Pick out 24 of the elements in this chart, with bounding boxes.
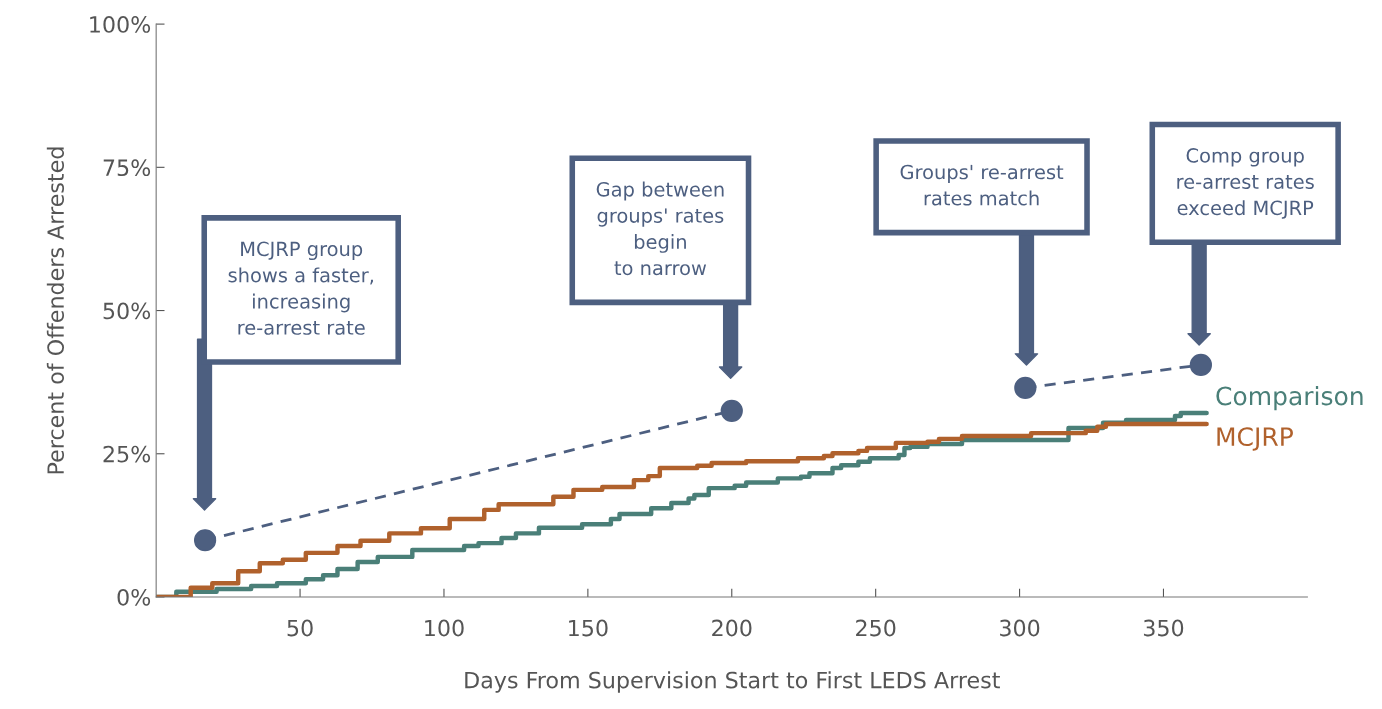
y-tick-label: 25% — [103, 445, 151, 463]
point — [193, 529, 217, 552]
series-label: MCJRP — [1217, 427, 1293, 451]
y-tick-label: 50% — [103, 302, 151, 320]
series-label: Comparison — [1216, 386, 1363, 411]
annotation: Gap between groups' rates begin to narrow — [596, 181, 724, 276]
x-tick-label: 100 — [425, 619, 464, 637]
x-tick-label: 50 — [287, 619, 313, 637]
y-tick-label: 100% — [90, 16, 151, 33]
x-tick-label: 300 — [1000, 619, 1040, 637]
point — [1014, 376, 1037, 399]
y-tick-label: 75% — [103, 159, 151, 177]
x-tick-label: 250 — [856, 619, 896, 637]
point — [720, 399, 743, 422]
x-axis-title: Days From Supervision Start to First LEDS Arrest — [465, 671, 1000, 693]
x-tick-label: 350 — [1143, 619, 1184, 637]
x-tick-label: 200 — [712, 619, 752, 637]
y-tick-label: 0% — [117, 588, 151, 606]
annotation: Comp group re-arrest rates exceed MCJRP — [1177, 148, 1314, 219]
point — [1189, 353, 1212, 377]
y-axis-title: Percent of Offenders Arrested — [46, 147, 65, 474]
annotation: Groups' re-arrest rates match — [900, 164, 1064, 206]
annotation: MCJRP group shows a faster, increasing re-arrest rate — [228, 241, 373, 335]
x-tick-label: 150 — [569, 619, 608, 637]
